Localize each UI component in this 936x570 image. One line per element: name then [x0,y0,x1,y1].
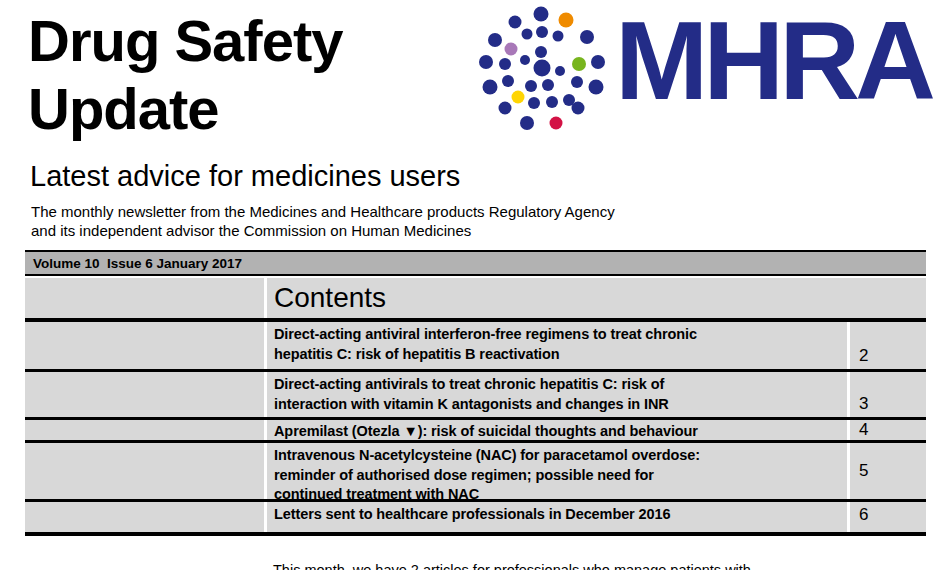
table-row: Direct-acting antiviral interferon-free … [25,322,926,372]
mhra-wordmark: MHRA [615,5,931,117]
page-number: 6 [850,502,926,532]
mhra-dots-icon [477,2,609,138]
table-row: Apremilast (Otezla ▼): risk of suicidal … [25,420,926,443]
intro-text-partial: This month, we have 2 articles for profe… [273,561,751,570]
spacer-cell [25,372,264,417]
table-row: Direct-acting antivirals to treat chroni… [25,372,926,420]
contents-heading-cell: Contents [267,278,926,318]
contents-heading: Contents [267,282,386,314]
tagline: Latest advice for medicines users [30,160,460,192]
newsletter-title: Drug Safety Update [28,7,343,143]
page-number: 3 [850,372,926,417]
issue-bar-text: Volume 10 Issue 6 January 2017 [25,256,242,271]
page-number: 4 [850,420,926,440]
page-number: 5 [850,443,926,499]
article-title: Direct-acting antiviral interferon-free … [267,322,847,369]
article-title: Intravenous N-acetylcysteine (NAC) for p… [267,443,847,499]
spacer-cell [25,420,264,440]
spacer-cell [25,443,264,499]
spacer-cell [25,278,264,318]
issue-bar: Volume 10 Issue 6 January 2017 [25,250,926,276]
spacer-cell [25,502,264,532]
article-title: Direct-acting antivirals to treat chroni… [267,372,847,417]
article-title: Apremilast (Otezla ▼): risk of suicidal … [267,420,847,440]
subtitle: The monthly newsletter from the Medicine… [31,202,615,240]
contents-table: Volume 10 Issue 6 January 2017 Contents … [25,250,926,536]
newsletter-front-page: Drug Safety Update [0,0,936,570]
page-number: 2 [850,322,926,369]
article-title: Letters sent to healthcare professionals… [267,502,847,532]
table-row: Intravenous N-acetylcysteine (NAC) for p… [25,443,926,502]
mhra-logo: MHRA [477,2,932,142]
contents-heading-row: Contents [25,278,926,322]
table-row: Letters sent to healthcare professionals… [25,502,926,536]
spacer-cell [25,322,264,369]
